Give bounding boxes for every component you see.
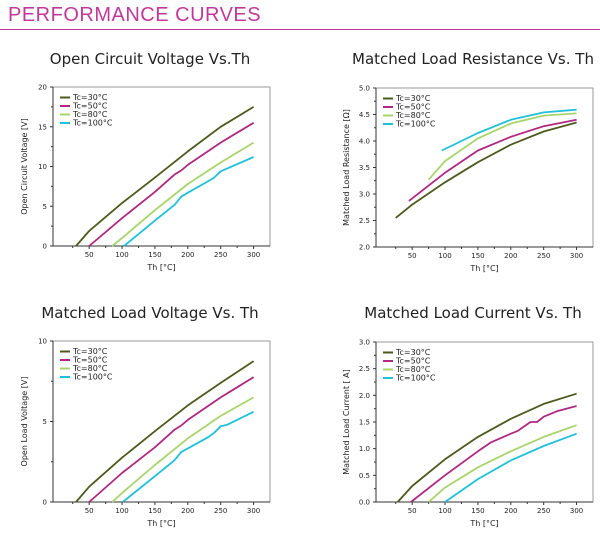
x-tick-label: 200 [504,252,517,260]
legend-label: Tc=80°C [72,364,108,373]
legend-label: Tc=100°C [395,374,436,383]
x-tick-label: 200 [181,507,194,515]
y-tick-label: 5.0 [359,85,370,93]
x-tick-label: 300 [247,507,260,515]
legend-label: Tc=80°C [395,111,431,120]
x-tick-label: 50 [85,251,94,259]
series-line-tc30 [75,360,255,503]
y-tick-label: 1.5 [359,419,370,427]
x-tick-label: 100 [438,507,451,515]
series-line-tc80 [427,112,577,181]
y-tick-label: 0 [43,243,47,251]
x-tick-label: 50 [85,507,94,515]
series-line-tc100 [441,108,577,152]
legend-label: Tc=80°C [72,110,108,119]
legend-label: Tc=50°C [395,357,431,366]
legend-label: Tc=30°C [395,94,431,103]
chart-title: Open Circuit Voltage Vs.Th [50,50,250,68]
legend-label: Tc=30°C [395,348,431,357]
x-tick-label: 250 [537,507,550,515]
y-tick-label: 4.0 [359,138,370,146]
series-line-tc80 [111,396,255,503]
y-tick-label: 3.5 [359,164,370,172]
x-tick-label: 100 [115,507,128,515]
x-tick-label: 50 [408,252,417,260]
series-line-tc80 [428,424,577,503]
x-axis-label: Th [°C] [146,263,175,272]
x-tick-label: 200 [181,251,194,259]
x-axis-label: Th [°C] [469,519,498,528]
y-tick-label: 10 [38,163,47,171]
y-tick-label: 5 [43,418,47,426]
series-line-tc100 [122,410,254,503]
x-tick-label: 250 [214,251,227,259]
legend-label: Tc=100°C [395,120,436,129]
y-axis-label: Open Circuit Voltage [V] [20,118,29,214]
y-tick-label: 2.0 [359,392,370,400]
x-tick-label: 250 [537,252,550,260]
x-axis-label: Th [°C] [469,264,498,273]
chart-4: Matched Load Current Vs. Th 50 100 150 200 25… [342,304,594,528]
x-tick-label: 250 [214,507,227,515]
legend-label: Tc=100°C [72,119,113,128]
y-tick-label: 2.5 [359,217,370,225]
header-divider [0,29,600,30]
chart-title: Matched Load Current Vs. Th [364,304,581,322]
series-line-tc30 [397,392,577,503]
legend-label: Tc=100°C [72,373,113,382]
x-tick-label: 200 [504,507,517,515]
page-header-title: PERFORMANCE CURVES [8,4,262,26]
y-tick-label: 10 [38,338,47,346]
x-tick-label: 100 [438,252,451,260]
series-line-tc50 [410,405,577,503]
y-tick-label: 2.0 [359,244,370,252]
y-tick-label: 15 [38,123,47,131]
x-tick-label: 150 [471,252,484,260]
x-axis-label: Th [°C] [146,519,175,528]
series-line-tc50 [408,118,577,202]
y-axis-label: Matched Load Current [ A] [342,369,351,475]
x-tick-label: 150 [148,507,161,515]
y-tick-label: 4.5 [359,111,370,119]
legend-label: Tc=50°C [395,103,431,112]
legend-label: Tc=50°C [72,102,108,111]
y-tick-label: 20 [38,84,47,92]
legend-label: Tc=50°C [72,356,108,365]
legend-label: Tc=30°C [72,93,108,102]
x-tick-label: 100 [115,251,128,259]
legend-label: Tc=30°C [72,347,108,356]
x-tick-label: 300 [570,252,583,260]
x-tick-label: 50 [408,507,417,515]
y-tick-label: 1.0 [359,445,370,453]
legend-label: Tc=80°C [395,365,431,374]
chart-2: Matched Load Resistance Vs. Th 50 100 150 20… [342,50,594,273]
y-tick-label: 5 [43,203,47,211]
y-tick-label: 0.0 [359,499,370,507]
series-line-tc100 [123,156,254,247]
series-line-tc50 [88,122,255,247]
y-tick-label: 2.5 [359,365,370,373]
y-axis-label: Open Load Voltage [V] [20,377,29,467]
y-tick-label: 0.5 [359,472,370,480]
y-axis-label: Matched Load Resistance [Ω] [342,109,351,226]
x-tick-label: 150 [471,507,484,515]
series-line-tc50 [88,376,255,503]
y-tick-label: 3.0 [359,191,370,199]
series-line-tc30 [395,121,577,219]
x-tick-label: 300 [570,507,583,515]
y-tick-label: 3.0 [359,339,370,347]
y-tick-label: 0 [43,499,47,507]
series-line-tc30 [75,106,255,247]
x-tick-label: 150 [148,251,161,259]
series-line-tc80 [111,141,255,247]
x-tick-label: 300 [247,251,260,259]
chart-title: Matched Load Voltage Vs. Th [41,304,258,322]
series-line-tc100 [444,432,577,503]
chart-title: Matched Load Resistance Vs. Th [352,50,594,68]
